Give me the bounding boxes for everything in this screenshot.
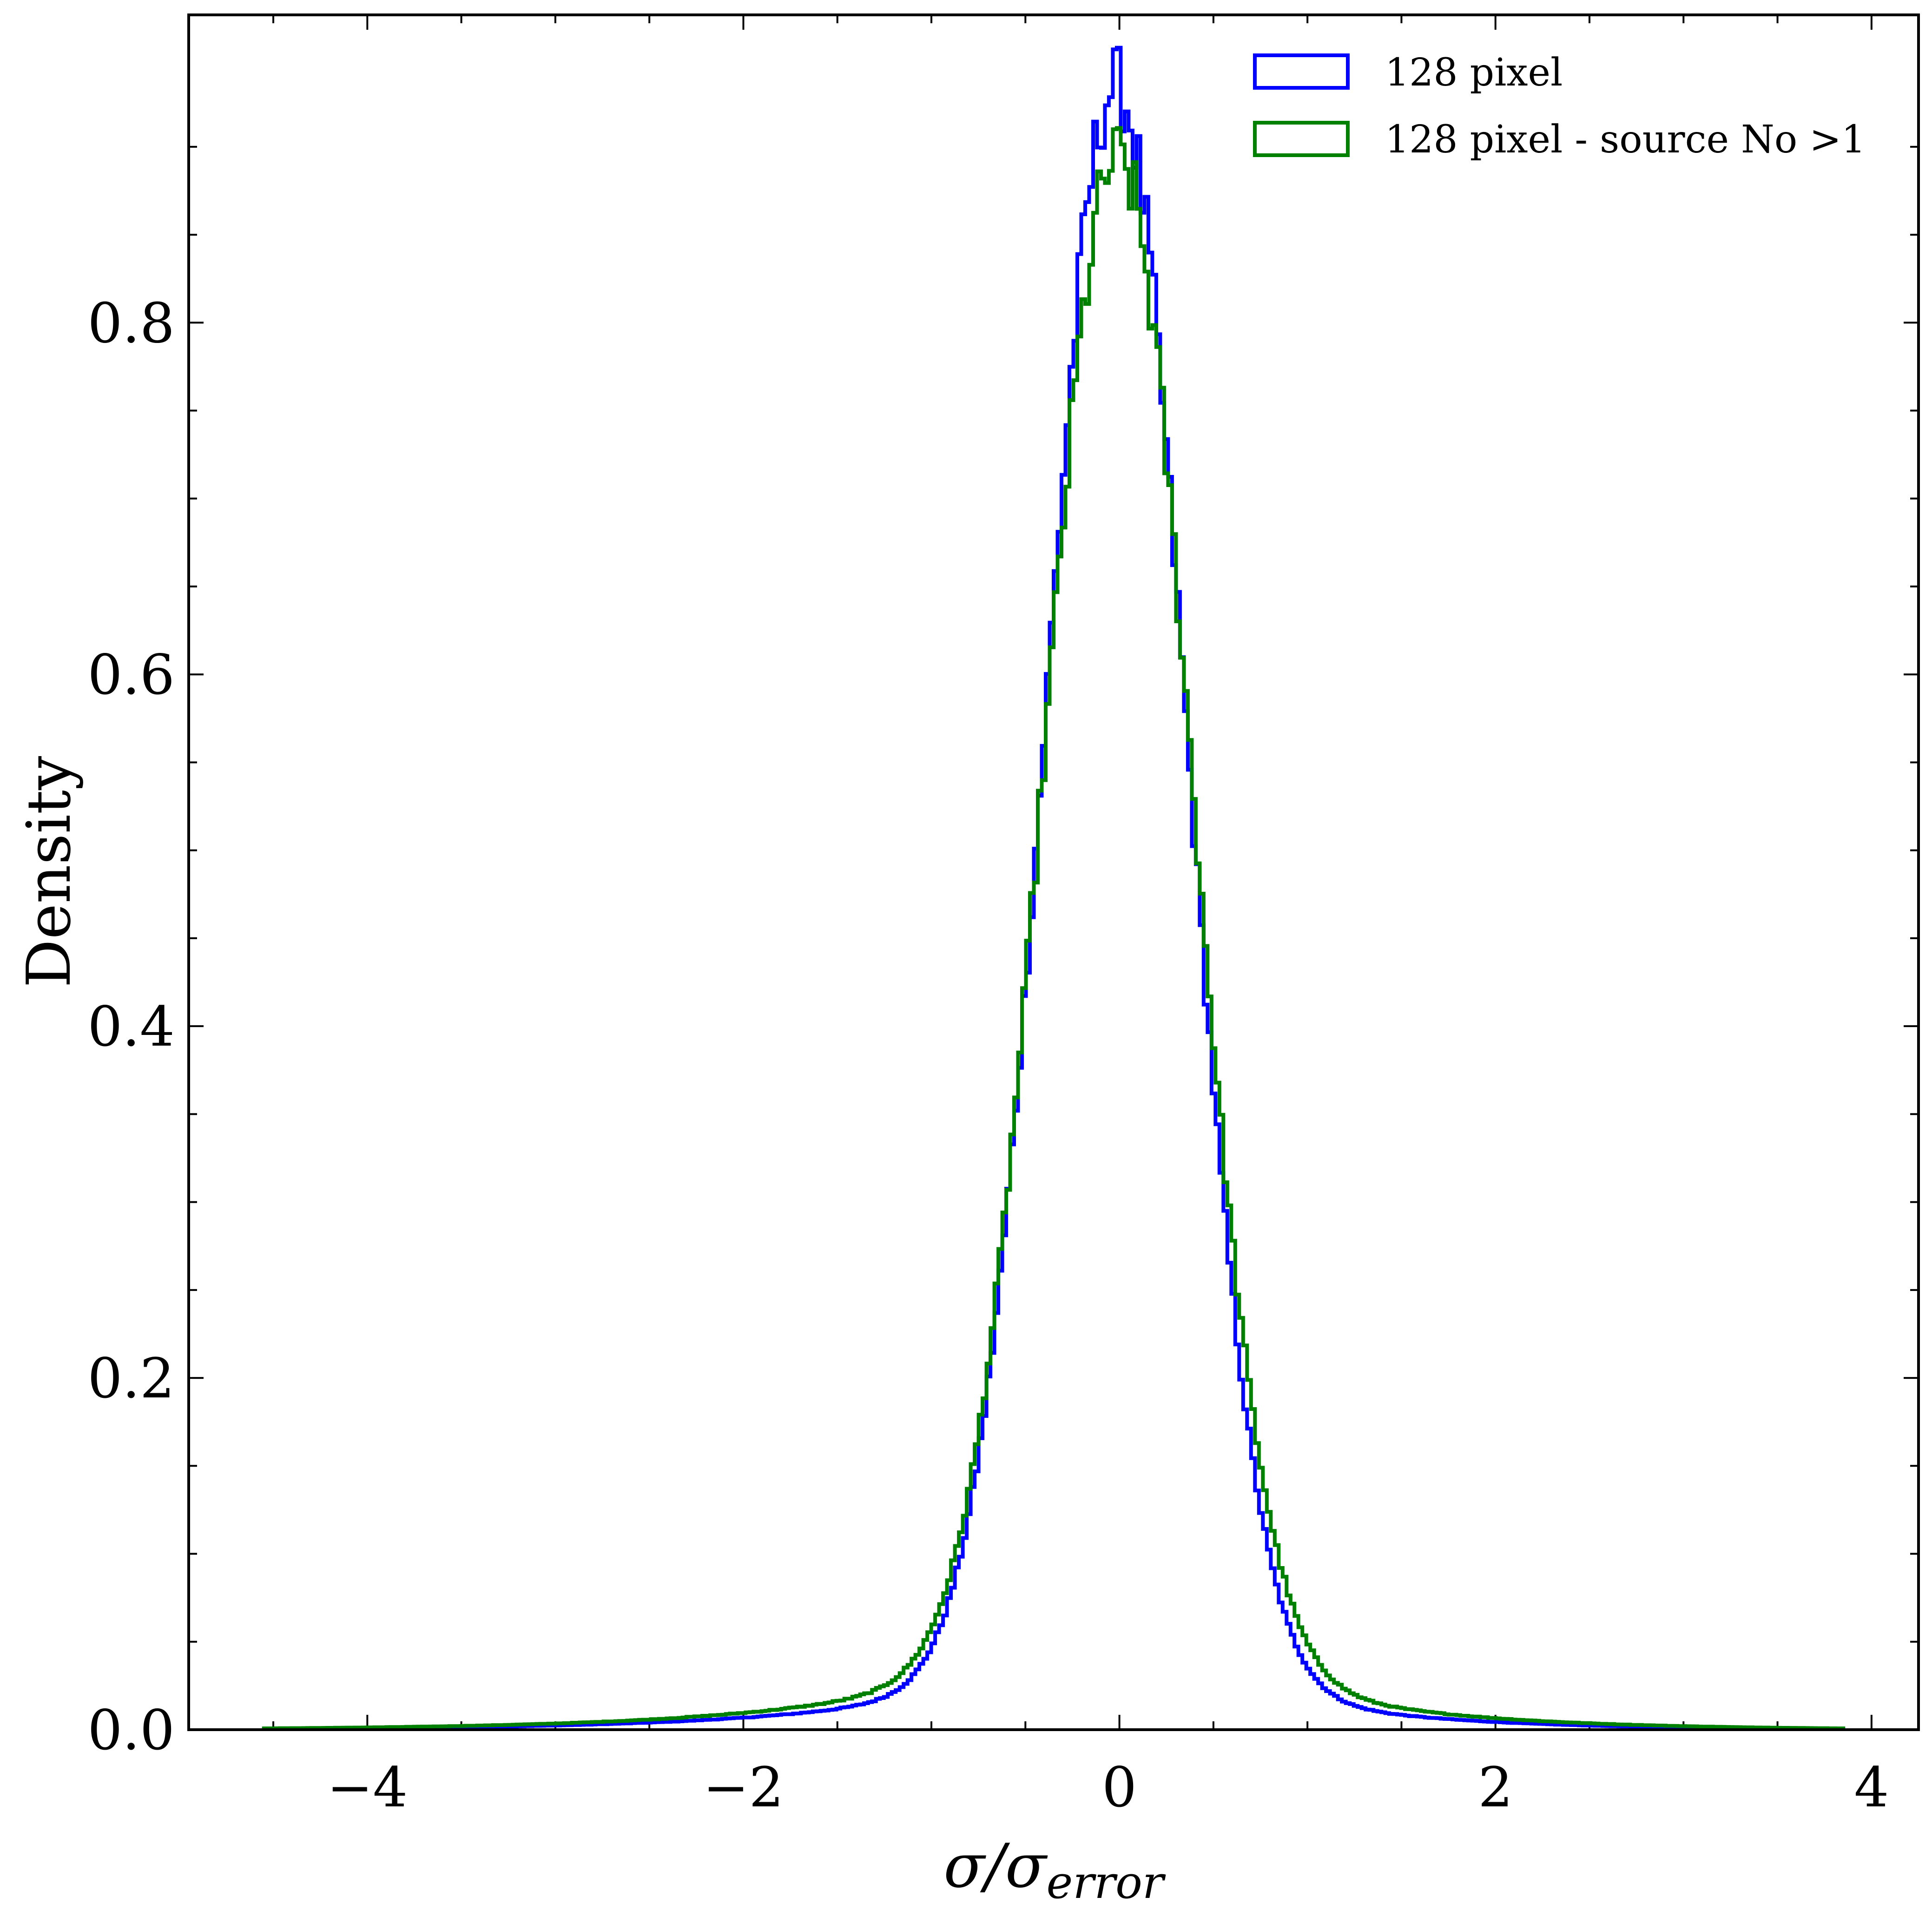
- y-tick-label: 0.6: [87, 643, 175, 707]
- legend: 128 pixel 128 pixel - source No >1: [1253, 51, 1866, 162]
- y-tick-label: 0.0: [87, 1698, 175, 1762]
- x-axis-label-main: σ/σ: [943, 1831, 1048, 1901]
- x-tick-label: 2: [1478, 1755, 1513, 1819]
- x-axis-label-subscript: error: [1047, 1857, 1166, 1909]
- x-tick-label: 4: [1854, 1755, 1889, 1819]
- legend-swatch-128-pixel: [1253, 53, 1350, 90]
- legend-label-128-pixel: 128 pixel: [1385, 51, 1563, 95]
- x-tick-label: 0: [1102, 1755, 1137, 1819]
- x-axis-label: σ/σerror: [943, 1831, 1166, 1909]
- series-layer: [262, 46, 1846, 1731]
- y-tick-label: 0.2: [87, 1346, 175, 1410]
- legend-label-128-pixel-source-no: 128 pixel - source No >1: [1385, 118, 1866, 162]
- tick-labels: −4 −2 0 2 4 0.0 0.2 0.4 0.6 0.8: [87, 291, 1889, 1819]
- plot-frame: [187, 13, 1920, 1731]
- y-tick-label: 0.8: [87, 291, 175, 355]
- y-tick-label: 0.4: [87, 995, 175, 1059]
- x-tick-label: −2: [703, 1755, 784, 1819]
- legend-swatch-128-pixel-source-no: [1253, 121, 1350, 157]
- histogram-step-128-pixel-source-no: [262, 126, 1846, 1731]
- x-tick-label: −4: [327, 1755, 408, 1819]
- y-axis-label: Density: [13, 756, 84, 988]
